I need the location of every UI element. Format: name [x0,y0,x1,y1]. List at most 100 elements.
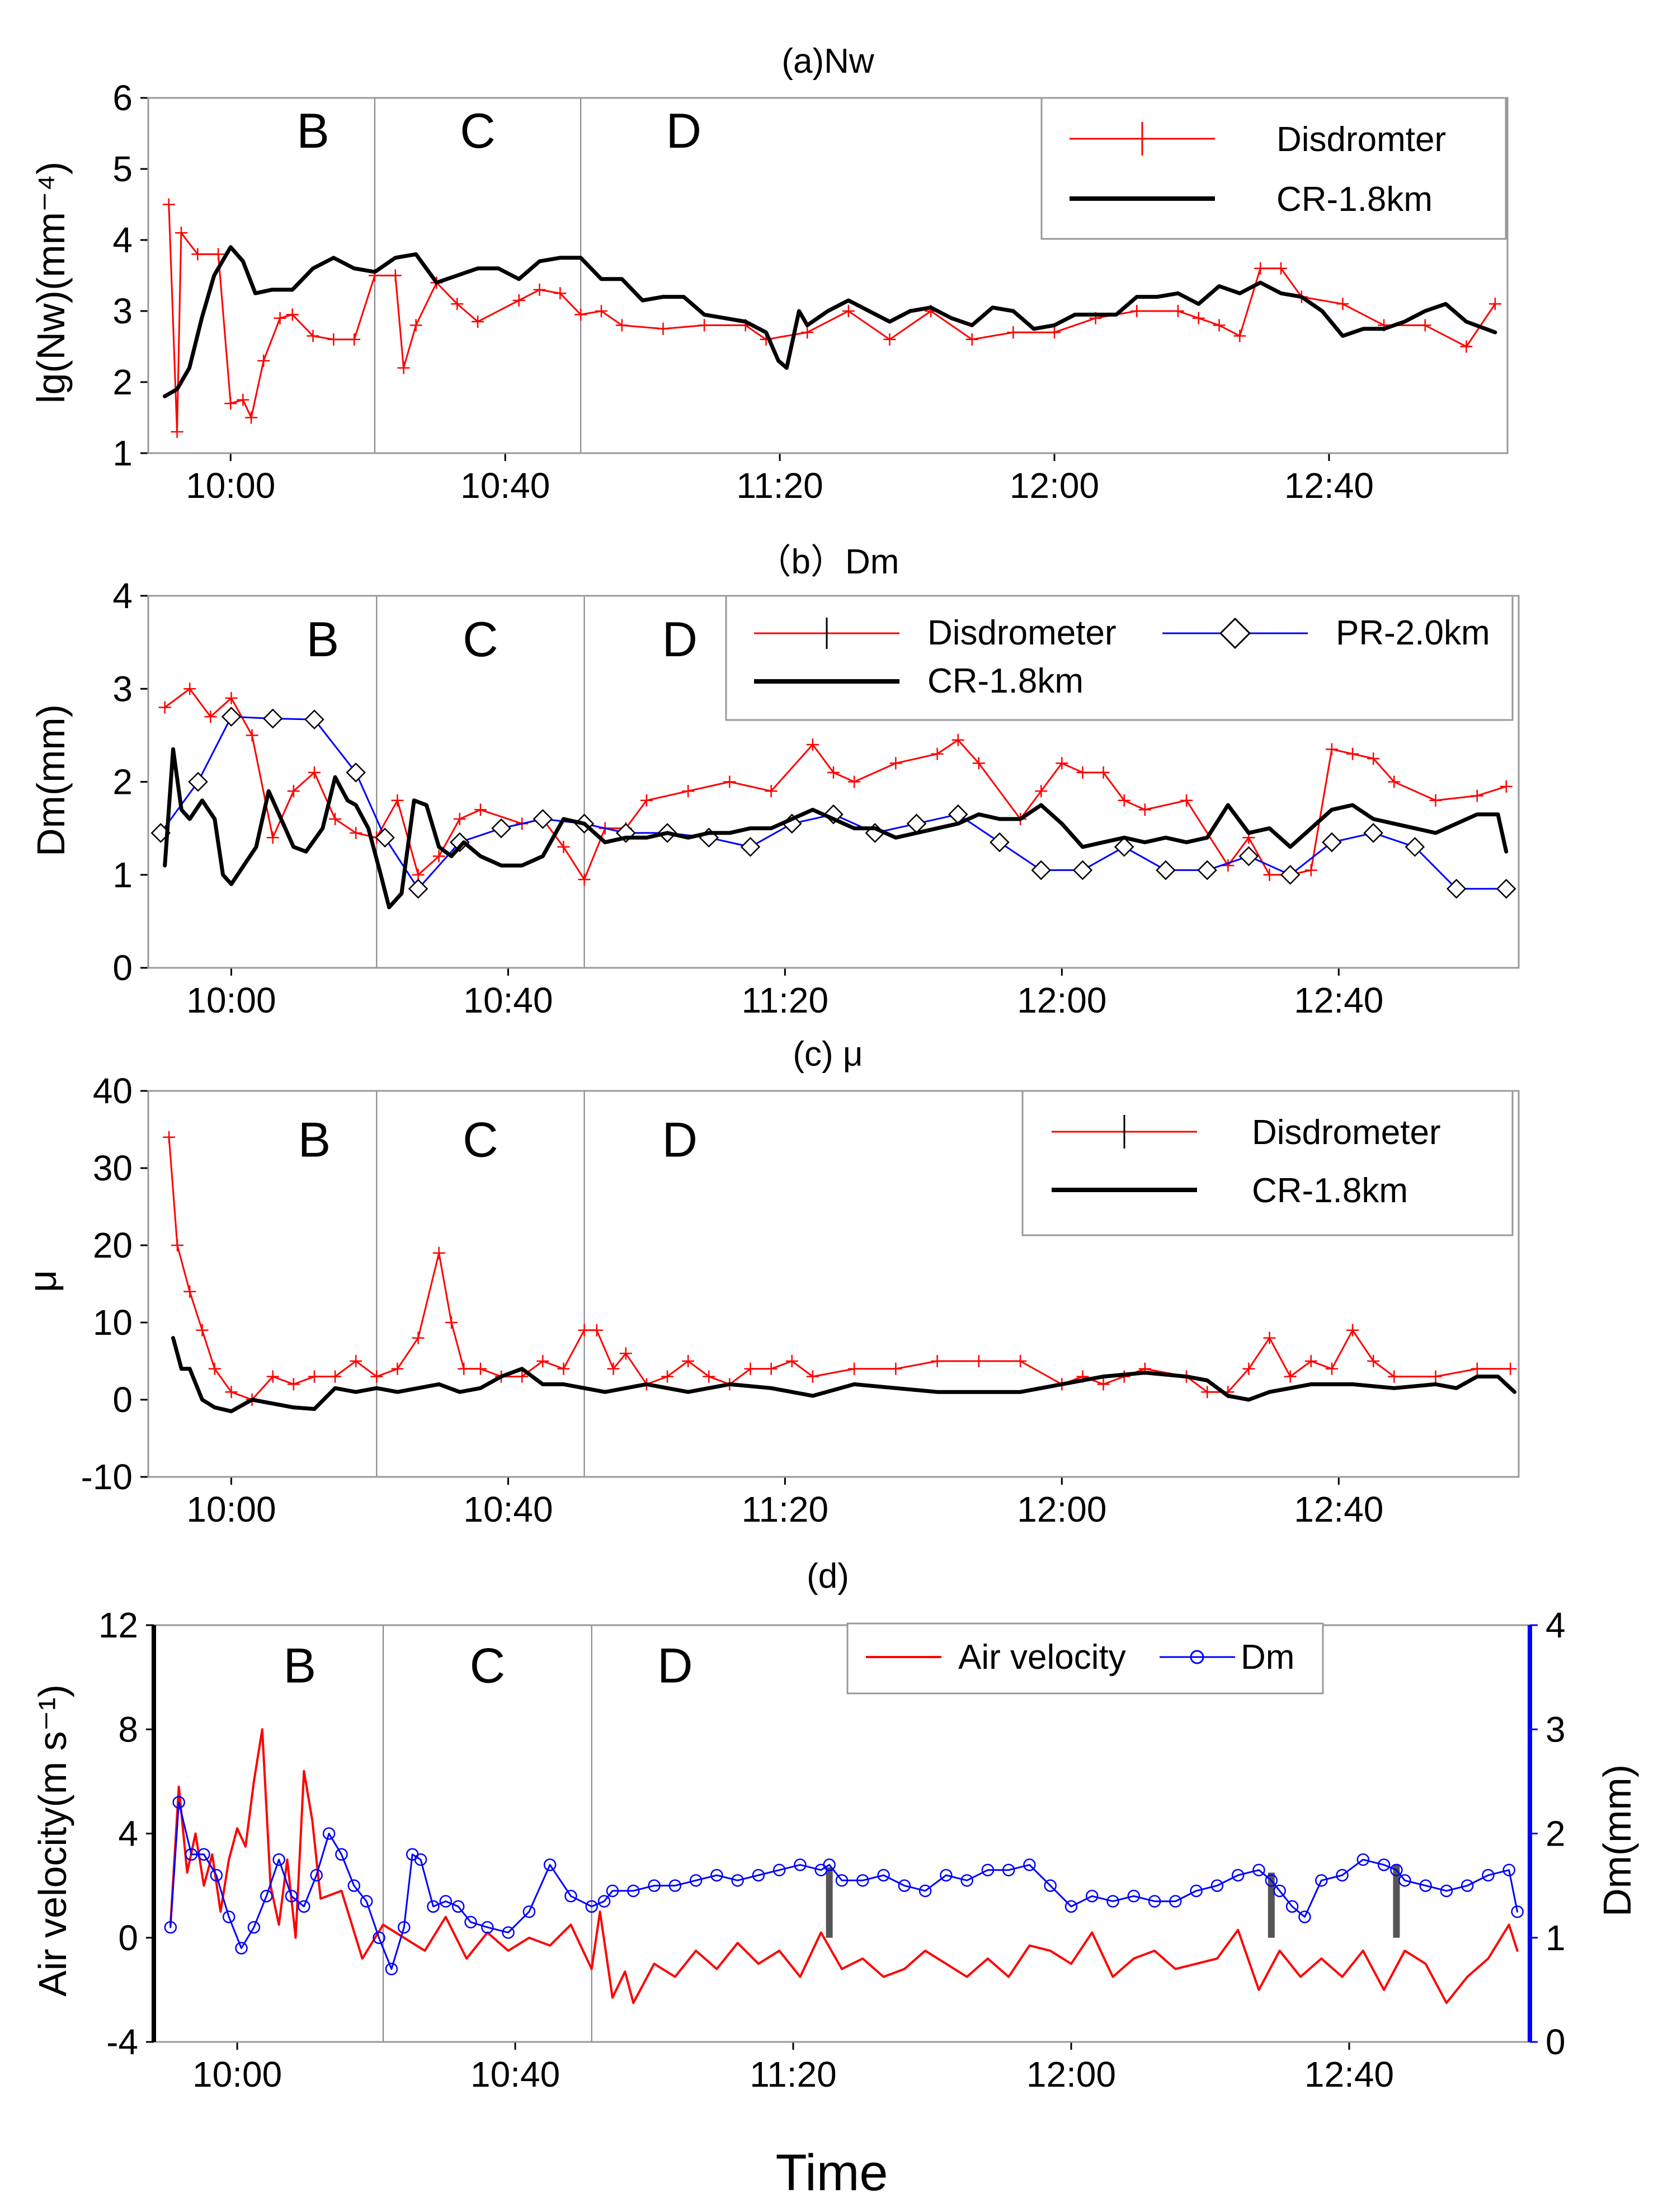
xtick-label: 12:00 [1017,1489,1106,1529]
data-point-dm [1461,1879,1474,1892]
panel-b-legend: Disdrometer PR-2.0km CR-1.8km [725,595,1514,721]
data-point-disdromter [162,198,175,211]
data-point-dm [710,1869,723,1882]
data-point-dm [322,1827,336,1840]
data-point-disdrometer [744,1362,757,1375]
data-point-dm [543,1858,557,1871]
xtick-label: 12:00 [1026,2054,1116,2095]
ytick-label: 3 [112,669,133,709]
data-point-disdrometer [458,1362,470,1375]
data-point-disdromter [842,305,855,317]
xtick-label: 10:40 [470,2054,560,2095]
xtick-label: 12:40 [1304,2054,1394,2095]
panel-a-legend: Disdromter CR-1.8km [1040,97,1507,240]
data-point-dm [1398,1874,1411,1887]
data-point-dm [1356,1853,1370,1866]
ytick-right-label: 1 [1546,1918,1566,1958]
panel-b-xticks: 10:00 10:40 11:20 12:00 12:40 [186,968,1383,1020]
data-point-disdrometer [171,1239,183,1251]
data-point-disdrometer [1388,1370,1401,1383]
ytick-right-label: 3 [1546,1709,1566,1749]
data-point-disdromter [533,283,546,296]
panel-c-dividers [376,1091,585,1477]
legend-label-cr: CR-1.8km [1252,1171,1408,1210]
data-point-disdrometer [1346,747,1359,760]
data-point-disdrometer [329,813,342,825]
ytick-right-label: 0 [1546,2022,1566,2062]
ytick-label: 0 [118,1918,138,1958]
data-point-dm [1044,1879,1057,1892]
data-point-dm [360,1895,373,1908]
ytick-label: 6 [112,78,133,118]
data-point-disdromter [1213,319,1226,332]
data-point-disdrometer [578,1324,591,1336]
data-point-disdrometer [287,1378,300,1391]
data-point-dm [235,1942,248,1955]
panel-d-plot [152,1624,1532,2043]
data-point-dm [752,1869,765,1882]
ytick-label: 30 [93,1148,133,1188]
panel-a-xticks: 10:00 10:40 11:20 12:00 12:40 [186,453,1374,506]
data-point-pr-2-0km [450,832,470,853]
data-point-disdrometer [1346,1324,1359,1336]
data-point-disdrometer [806,1370,819,1383]
data-point-dm [1315,1874,1328,1887]
data-point-disdrometer [1097,1378,1110,1391]
xtick-label: 10:40 [463,1489,553,1529]
xtick-label: 12:40 [1294,980,1383,1020]
data-point-dm [439,1895,453,1908]
data-point-disdrometer [682,1355,695,1367]
data-point-disdrometer [661,1370,674,1383]
data-point-disdrometer [785,1355,798,1367]
legend-label-pr: PR-2.0km [1336,614,1490,652]
data-point-disdrometer [266,831,279,844]
xtick-label: 10:00 [186,465,275,506]
data-point-dm [1298,1910,1311,1923]
data-point-disdromter [1488,298,1501,310]
data-point-disdrometer [972,757,985,770]
panel-b-yticks: 0 1 2 3 4 [112,576,148,988]
data-point-disdrometer [806,738,819,751]
region-label: D [666,103,701,158]
data-point-disdrometer [1014,1355,1027,1367]
data-point-pr-2-0km [1238,846,1259,867]
panel-c-title: (c) μ [793,1035,863,1074]
panel-c-legend: Disdrometer CR-1.8km [1021,1090,1514,1236]
data-point-disdrometer [225,691,238,704]
data-point-disdrometer [1429,1370,1442,1383]
data-point-disdrometer [1304,1355,1317,1367]
data-point-disdrometer [208,1362,221,1375]
data-point-disdrometer [1242,1362,1255,1375]
data-point-pr-2-0km [1280,864,1301,885]
panel-b-ylabel: Dm(mm) [29,704,73,856]
data-point-disdrometer [931,1355,944,1367]
data-point-pr-2-0km [1197,860,1217,881]
xtick-label: 11:20 [742,980,828,1020]
data-point-dm [1502,1863,1515,1876]
data-point-pr-2-0km [221,707,242,727]
data-point-disdrometer [163,1131,176,1143]
data-point-disdromter [698,319,711,332]
data-point-disdromter [397,361,410,374]
panel-d-title: (d) [807,1557,849,1596]
data-point-disdrometer [765,1362,778,1375]
data-point-disdromter [191,248,204,261]
data-point-pr-2-0km [1114,837,1134,857]
plot-frame [147,1090,1520,1478]
data-point-disdrometer [972,1355,985,1367]
data-point-disdrometer [765,785,778,798]
data-point-disdrometer [225,1386,238,1399]
data-point-disdrometer [432,1246,445,1259]
data-point-dm [164,1921,177,1934]
data-point-dm [1023,1858,1036,1871]
x-axis-title: Time [775,2144,888,2201]
data-point-disdrometer [1118,794,1130,807]
data-point-disdrometer [640,794,653,807]
data-point-disdromter [451,298,464,310]
data-point-disdromter [307,330,319,342]
legend-label-dm: Dm [1241,1638,1294,1677]
data-point-pr-2-0km [408,878,428,899]
panel-a-ylabel: lg(Nw)(mm⁻⁴) [29,162,73,403]
ytick-label: 4 [112,220,133,260]
